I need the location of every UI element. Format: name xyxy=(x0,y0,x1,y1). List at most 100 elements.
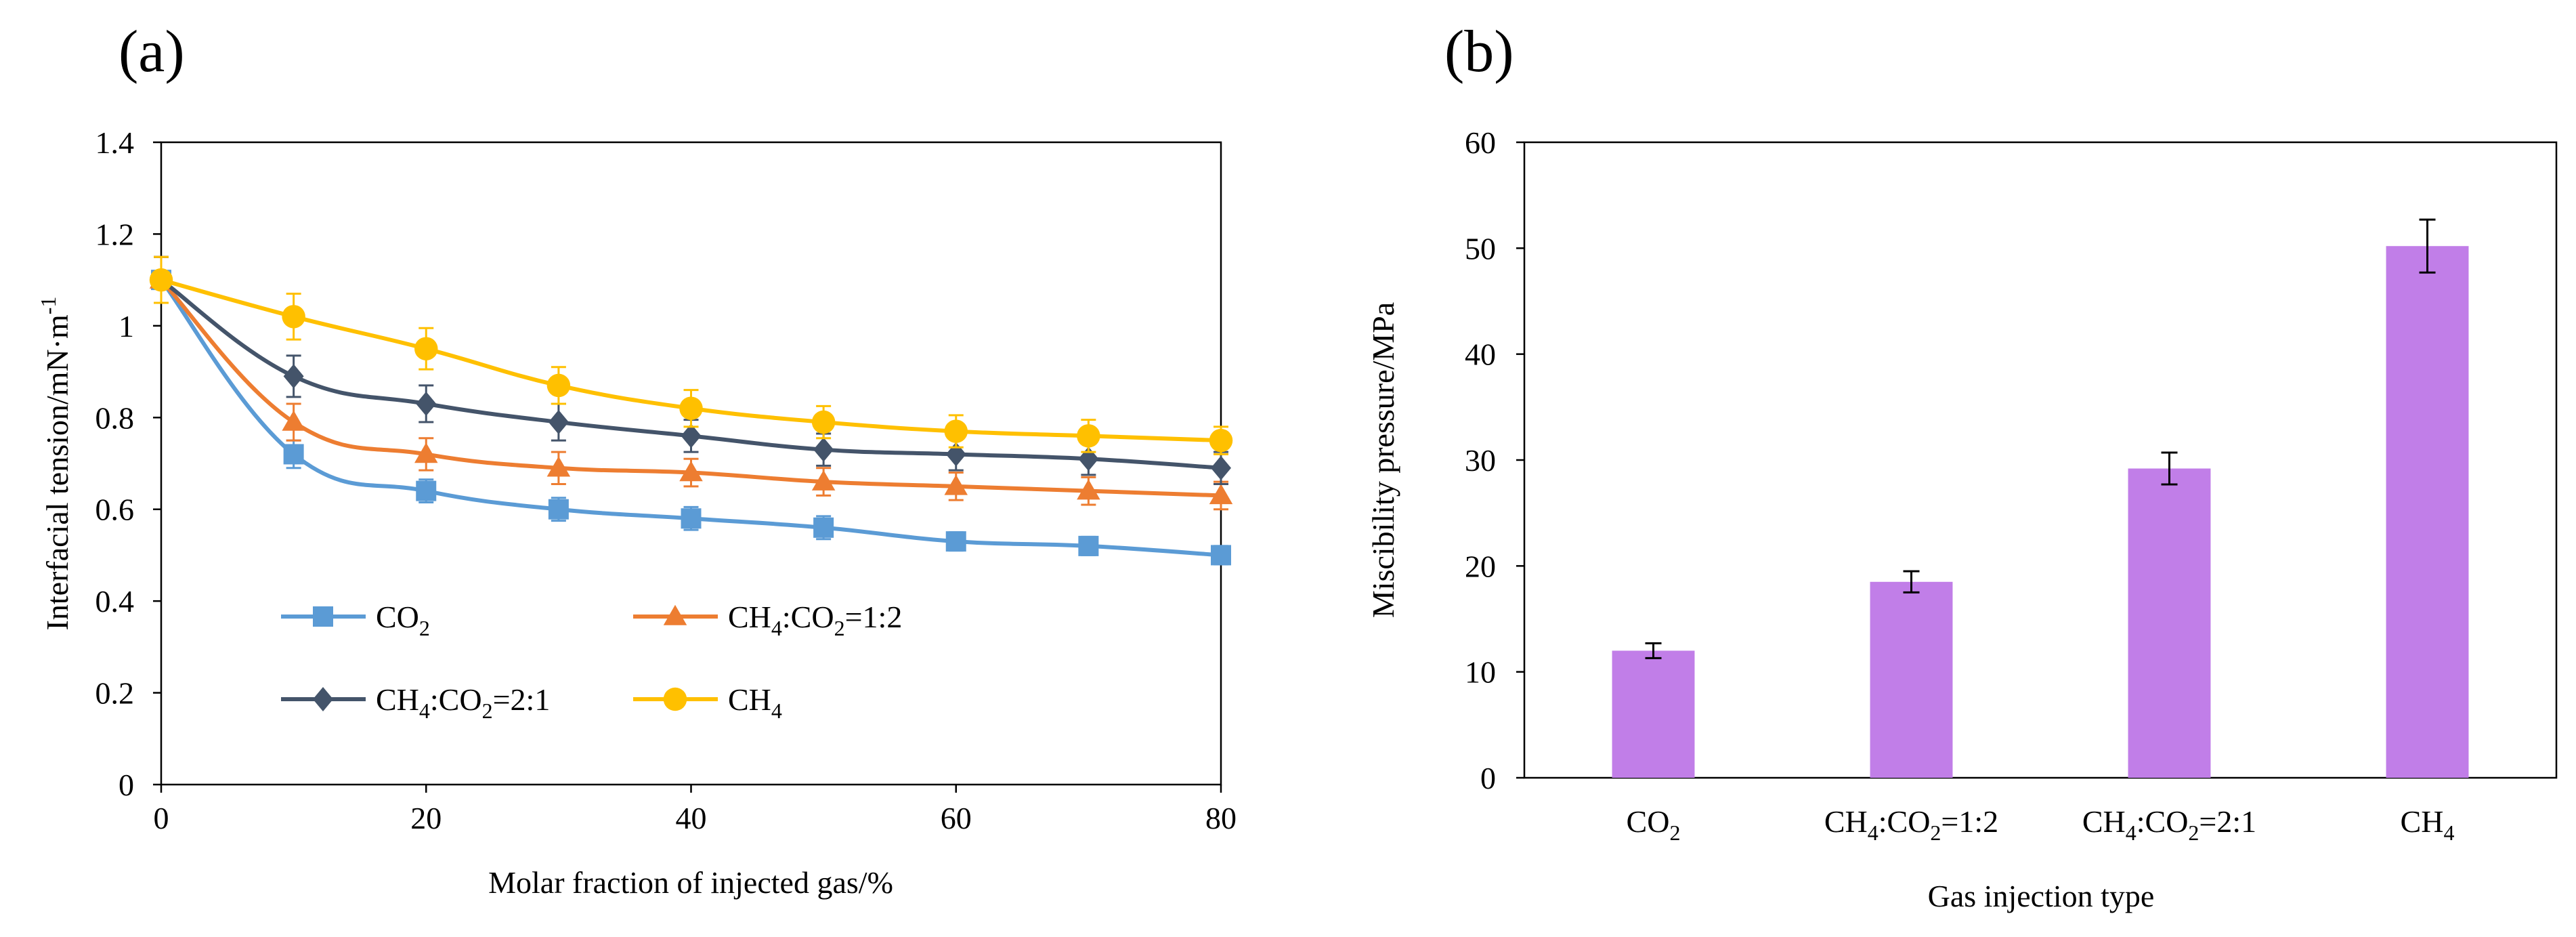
panel-a-legend-item: CH4 xyxy=(633,682,782,723)
panel-b-error-bar xyxy=(2161,451,2178,486)
panel-a-y-tick-label: 0.8 xyxy=(95,400,135,435)
panel-a-legend-label-part: =2:1 xyxy=(493,682,551,717)
panel-a-data-point xyxy=(282,305,305,329)
panel-a-data-point xyxy=(679,396,703,420)
panel-a-y-axis-title-main: Interfacial tension/mN·m xyxy=(40,314,74,630)
panel-b-x-tick-labels: CO2 CH4:CO2=1:2 CH4:CO2=2:1 CH4 xyxy=(1627,804,2455,845)
panel-a-data-point xyxy=(416,480,437,501)
panel-a-y-tick-label: 1 xyxy=(119,309,134,343)
panel-b-x-tick-label-part: 4 xyxy=(2443,820,2454,845)
panel-a-y-tick-label: 0.2 xyxy=(95,676,135,711)
panel-a-legend-label-part: 4 xyxy=(771,699,782,723)
panel-b-bar-group xyxy=(2386,218,2469,778)
panel-a-legend-label-part: CH xyxy=(376,682,419,717)
panel-a-data-point xyxy=(283,444,304,465)
panel-a-data-point xyxy=(149,268,173,292)
panel-a-y-tick-label: 0 xyxy=(119,768,134,802)
panel-a-legend-marker xyxy=(313,606,333,627)
panel-a-legend-label-part: 2 xyxy=(419,616,430,640)
panel-a-data-point xyxy=(414,337,438,360)
panel-b-x-tick-label: CH4 xyxy=(2401,804,2455,845)
panel-b-y-tick-label: 50 xyxy=(1465,231,1496,266)
panel-b-x-tick-label-part: 2 xyxy=(1930,820,1941,845)
panel-b-x-tick-label-part: 2 xyxy=(1669,820,1680,845)
panel-a-legend-label: CO2 xyxy=(376,600,430,640)
panel-a-legend-marker xyxy=(663,604,687,625)
panel-b-x-tick-label: CO2 xyxy=(1627,804,1681,845)
panel-a-data-point xyxy=(1078,535,1099,556)
panel-a-legend-label: CH4:CO2=1:2 xyxy=(728,600,902,640)
panel-a-legend-label-part: 4 xyxy=(419,699,430,723)
panel-b-y-tick-label: 10 xyxy=(1465,655,1496,690)
panel-a-data-point xyxy=(546,456,571,477)
panel-b-x-tick-label-part: =1:2 xyxy=(1941,804,1998,839)
panel-a-legend-label: CH4:CO2=2:1 xyxy=(376,682,550,723)
panel-b-x-tick-label-part: 4 xyxy=(1868,820,1879,845)
panel-a-legend-label-part: :CO xyxy=(782,600,834,634)
panel-a-data-point xyxy=(813,517,834,538)
panel-a-x-tick-label: 0 xyxy=(154,801,169,835)
panel-b-bar xyxy=(2386,246,2469,778)
panel-a-data-point xyxy=(1209,484,1233,505)
panel-b-bar-group xyxy=(1870,570,1953,778)
panel-a-y-tick-label: 0.4 xyxy=(95,584,135,619)
panel-a-data-point xyxy=(1211,545,1231,566)
panel-a-legend-label-part: 2 xyxy=(834,616,845,640)
panel-b-bar xyxy=(1870,581,1953,778)
panel-b-error-bar xyxy=(2419,218,2436,274)
panel-b-bar-group xyxy=(1612,642,1695,778)
panel-b-y-tick-label: 40 xyxy=(1465,337,1496,372)
panel-a-data-point xyxy=(1077,479,1100,500)
panel-a-x-tick-label: 60 xyxy=(941,801,972,835)
panel-a-series-line xyxy=(159,278,1222,558)
panel-b-x-tick-label-part: 4 xyxy=(2126,820,2137,845)
panel-a-series-group xyxy=(149,255,1233,566)
panel-a-x-axis-title: Molar fraction of injected gas/% xyxy=(488,865,893,900)
panel-a-legend-marker xyxy=(663,687,687,711)
panel-a-x-ticks: 0 20 40 60 80 xyxy=(154,785,1237,835)
panel-b-y-tick-label: 20 xyxy=(1465,549,1496,583)
panel-b-x-tick-label: CH4:CO2=2:1 xyxy=(2082,804,2256,845)
panel-b-bar xyxy=(2128,468,2211,778)
panel-b-x-tick-label-part: CH xyxy=(2082,804,2126,839)
panel-b-x-tick-label-part: :CO xyxy=(1879,804,1931,839)
panel-b-y-axis-title: Miscibility pressure/MPa xyxy=(1366,302,1400,618)
panel-b-label: (b) xyxy=(1444,19,1514,85)
panel-a-data-point xyxy=(681,508,702,529)
panel-a-data-point xyxy=(813,437,834,462)
panel-b-x-tick-label-part: 2 xyxy=(2188,820,2199,845)
panel-b-x-tick-label-part: CH xyxy=(1824,804,1868,839)
panel-a-legend-item: CH4:CO2=2:1 xyxy=(281,682,550,723)
panel-a-data-point xyxy=(1211,455,1231,480)
panel-b-y-tick-label: 30 xyxy=(1465,443,1496,478)
panel-a-legend-label-part: 2 xyxy=(482,699,493,723)
panel-a-legend-label: CH4 xyxy=(728,682,782,723)
panel-a-data-point xyxy=(945,531,966,552)
panel-a-data-point xyxy=(548,410,569,435)
panel-a-legend-item: CO2 xyxy=(281,600,430,640)
panel-b-x-axis-title: Gas injection type xyxy=(1928,879,2155,913)
panel-b-error-bar xyxy=(1645,642,1662,659)
panel-a-legend-label-part: :CO xyxy=(430,682,482,717)
panel-a-y-tick-label: 1.2 xyxy=(95,217,135,251)
panel-a-x-tick-label: 40 xyxy=(676,801,707,835)
panel-a-legend-label-part: 4 xyxy=(771,616,782,640)
panel-b-x-tick-label-part: :CO xyxy=(2137,804,2189,839)
panel-a-series-2 xyxy=(151,255,1231,485)
panel-a-data-point xyxy=(546,373,571,398)
panel-b-y-tick-label: 60 xyxy=(1465,125,1496,160)
panel-a-data-point xyxy=(681,423,702,449)
panel-a-data-point xyxy=(283,364,304,389)
panel-a-series-3 xyxy=(149,255,1233,455)
panel-a-data-point xyxy=(811,410,836,434)
panel-a-y-tick-label: 0.6 xyxy=(95,493,135,527)
panel-a-label: (a) xyxy=(119,19,185,85)
panel-a-series-0 xyxy=(151,255,1231,566)
panel-a-data-point xyxy=(282,410,305,431)
panel-b-bars xyxy=(1612,218,2469,778)
panel-a-legend-label-part: CO xyxy=(376,600,419,634)
panel-a-data-point xyxy=(811,470,836,491)
